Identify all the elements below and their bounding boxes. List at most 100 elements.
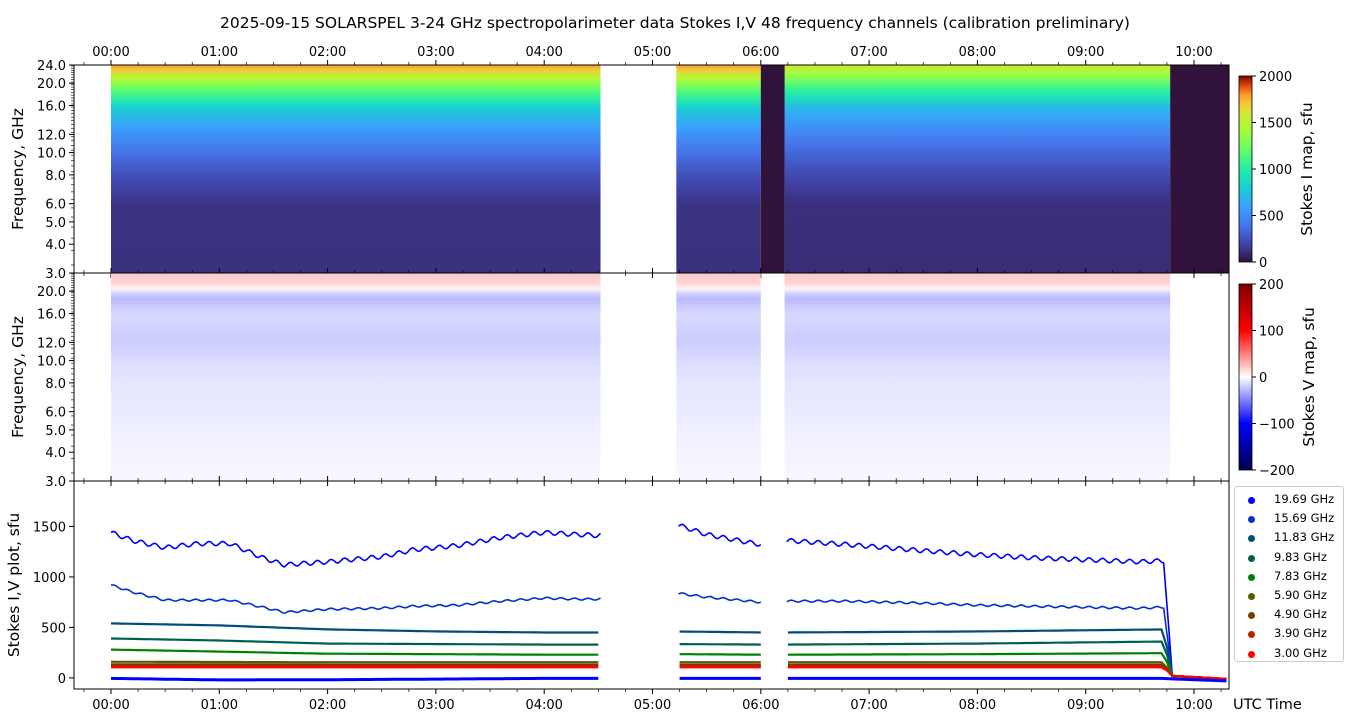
series-line — [110, 622, 1227, 680]
x-axis-label: UTC Time — [1233, 697, 1302, 713]
x-tick-label: 07:00 — [850, 698, 887, 713]
colorbar-tick-label: −100 — [1259, 418, 1295, 433]
legend-item: 3.00 GHz — [1235, 644, 1343, 663]
legend-label: 9.83 GHz — [1274, 549, 1327, 564]
x-tick-label: 04:00 — [525, 698, 562, 713]
stokes-i-colorbar-label: Stokes I map, sfu — [1298, 102, 1316, 236]
colorbar-tick-label: 0 — [1259, 256, 1267, 271]
stokes-v-panel: 3.0 4.0 5.0 6.0 8.0 10.0 12.0 16.0 20.0 Frequenc… — [9, 268, 1230, 490]
y-tick-label: 20.0 — [37, 285, 66, 300]
stokes-i-y-ticks: 3.0 4.0 5.0 6.0 8.0 10.0 12.0 16.0 20.0 24.0 — [37, 59, 74, 282]
y-tick-label: 0 — [58, 672, 66, 687]
legend-label: 4.90 GHz — [1274, 607, 1327, 622]
stokes-i-data-segment — [784, 65, 1171, 273]
y-tick-label: 12.0 — [37, 128, 66, 143]
stokes-v-colorbar-ticks: −200 −100 0 100 200 — [1252, 278, 1295, 479]
y-tick-label: 24.0 — [37, 59, 66, 74]
y-tick-label: 10.0 — [37, 355, 66, 370]
x-tick-label: 10:00 — [1175, 45, 1212, 60]
bottom-time-ticks: 00:00 01:00 02:00 03:00 04:00 05:00 06:00 07:00… — [83, 476, 1222, 713]
x-tick-label: 00:00 — [92, 45, 129, 60]
x-tick-label: 01:00 — [201, 698, 238, 713]
stokes-i-off-segment — [760, 65, 785, 273]
stokes-v-colorbar: −200 −100 0 100 200 Stokes V map, sfu — [1238, 278, 1318, 479]
series-line — [110, 660, 1227, 680]
colorbar-tick-label: 0 — [1259, 371, 1267, 386]
x-tick-label: 06:00 — [742, 45, 779, 60]
legend-marker-icon — [1248, 631, 1255, 639]
x-tick-label: 03:00 — [417, 698, 454, 713]
x-tick-label: 08:00 — [959, 45, 996, 60]
legend-marker-icon — [1248, 593, 1255, 600]
colorbar-tick-label: 100 — [1259, 325, 1284, 340]
colorbar-tick-label: 1000 — [1259, 163, 1292, 178]
legend-item: 5.90 GHz — [1235, 586, 1343, 605]
legend-marker-icon — [1248, 535, 1255, 543]
x-tick-label: 02:00 — [309, 698, 346, 713]
y-tick-label: 4.0 — [45, 446, 66, 461]
stokes-iv-series — [110, 523, 1227, 683]
legend-marker-icon — [1248, 497, 1255, 504]
y-tick-label: 4.0 — [45, 238, 66, 253]
legend-item: 4.90 GHz — [1235, 605, 1343, 624]
y-tick-label: 6.0 — [45, 406, 66, 421]
legend-marker-icon — [1248, 650, 1255, 658]
legend-item: 19.69 GHz — [1235, 490, 1343, 509]
series-line — [111, 664, 1227, 680]
x-tick-label: 03:00 — [417, 45, 454, 60]
x-tick-label: 08:00 — [959, 698, 996, 713]
legend-item: 15.69 GHz — [1235, 509, 1343, 528]
legend-marker-icon — [1248, 573, 1255, 581]
stokes-i-heatmap — [111, 65, 1229, 273]
legend: 19.69 GHz 15.69 GHz 11.83 GHz 9.83 GHz 7.83 … — [1234, 486, 1344, 662]
y-tick-label: 8.0 — [45, 377, 66, 392]
legend-marker-icon — [1248, 554, 1255, 562]
legend-label: 5.90 GHz — [1274, 588, 1327, 602]
stokes-i-colorbar: 0 500 1000 1500 2000 Stokes I map, sfu — [1238, 70, 1316, 271]
chart-title: 2025-09-15 SOLARSPEL 3-24 GHz spectropol… — [220, 14, 1130, 32]
y-tick-label: 500 — [41, 621, 66, 636]
legend-item: 3.90 GHz — [1235, 624, 1343, 643]
stokes-iv-plot-panel: 0 500 1000 1500 00:00 01:00 02:00 03:00 04:00 05… — [5, 476, 1302, 713]
series-line — [110, 637, 1227, 680]
colorbar-tick-label: 200 — [1259, 278, 1284, 293]
series-line — [110, 648, 1227, 680]
legend-item: 11.83 GHz — [1235, 528, 1343, 547]
x-tick-label: 05:00 — [634, 698, 671, 713]
x-tick-label: 10:00 — [1175, 698, 1212, 713]
legend-marker-icon — [1248, 516, 1255, 524]
stokes-i-off-segment — [1170, 65, 1229, 273]
x-tick-label: 07:00 — [850, 45, 887, 60]
y-tick-label: 8.0 — [45, 169, 66, 184]
series-line — [110, 676, 1227, 683]
x-tick-label: 04:00 — [525, 45, 562, 60]
stokes-i-data-segment — [676, 65, 761, 273]
x-tick-label: 02:00 — [309, 45, 346, 60]
legend-item: 7.83 GHz — [1235, 567, 1343, 586]
series-line — [111, 663, 1227, 680]
x-tick-label: 06:00 — [742, 698, 779, 713]
y-tick-label: 16.0 — [37, 308, 66, 323]
stokes-v-colorbar-gradient — [1238, 283, 1253, 471]
y-tick-label: 10.0 — [37, 147, 66, 162]
legend-label: 3.90 GHz — [1274, 626, 1327, 641]
legend-marker-icon — [1248, 612, 1255, 620]
stokes-v-y-ticks: 3.0 4.0 5.0 6.0 8.0 10.0 12.0 16.0 20.0 — [37, 273, 74, 490]
stokes-v-ylabel: Frequency, GHz — [9, 316, 27, 438]
legend-item: 9.83 GHz — [1235, 548, 1343, 567]
y-tick-label: 1000 — [33, 571, 66, 586]
stokes-i-data-segment — [111, 65, 601, 273]
stokes-v-data-segment — [676, 273, 761, 481]
y-tick-label: 6.0 — [45, 198, 66, 213]
stokes-v-heatmap — [111, 273, 1171, 481]
legend-label: 15.69 GHz — [1274, 511, 1335, 526]
stokes-i-colorbar-gradient — [1238, 75, 1253, 263]
legend-label: 19.69 GHz — [1274, 492, 1335, 506]
y-tick-label: 1500 — [33, 520, 66, 535]
y-tick-label: 20.0 — [37, 77, 66, 92]
colorbar-tick-label: 500 — [1259, 210, 1284, 225]
x-tick-label: 09:00 — [1067, 698, 1104, 713]
series-line — [110, 523, 1227, 680]
stokes-i-panel: 3.0 4.0 5.0 6.0 8.0 10.0 12.0 16.0 20.0 24.0 00:0… — [9, 45, 1230, 282]
